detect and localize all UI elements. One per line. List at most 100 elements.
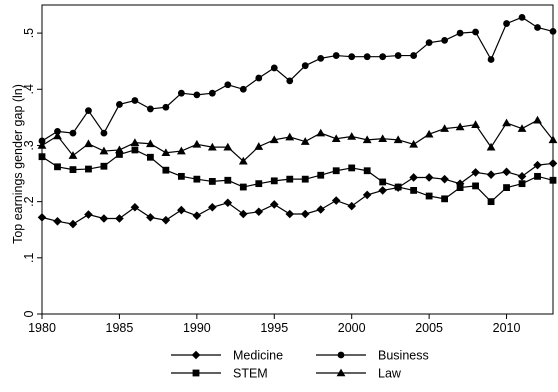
data-point [332,52,340,59]
y-tick-label: .4 [22,84,36,94]
legend-item-stem: STEM [171,367,268,381]
data-point [130,202,140,212]
data-point [285,209,295,219]
chart-axes: 1980 1985 1990 1995 2000 2005 2010 0 .1 .2 .3 .4 .5 [22,4,554,335]
data-point [409,139,419,148]
data-point [548,159,558,168]
data-point [337,351,345,359]
data-point [300,137,310,145]
data-point [549,176,557,184]
data-point [409,173,418,182]
data-point [534,172,541,180]
data-point [192,369,200,377]
data-point [146,213,155,222]
data-point [208,89,216,97]
data-point [518,13,526,21]
x-tick-label: 1985 [106,321,134,335]
data-point [223,142,233,151]
data-point [378,134,388,143]
data-point [69,166,77,174]
data-point [348,53,356,61]
series-line [41,119,554,163]
data-point [331,134,341,143]
data-point [68,151,78,159]
data-point [502,118,511,127]
data-point [471,168,480,177]
data-point [176,146,186,155]
y-tick-label: .5 [22,28,36,38]
data-point [53,217,62,226]
y-tick-label: 0 [22,310,36,317]
data-point [424,173,434,182]
data-point [487,198,495,206]
data-point [177,89,185,97]
data-point [455,122,465,131]
x-tick-label: 2010 [493,321,521,335]
data-point [394,52,402,59]
data-point [85,107,92,115]
data-point [191,350,201,360]
data-point [363,53,371,61]
series-line [41,162,554,225]
data-point [255,180,263,188]
legend-label: Law [378,367,402,381]
legend-item-law: Law [316,367,402,381]
data-point [332,167,340,175]
y-tick-label: .2 [22,196,36,206]
data-point [224,176,232,184]
data-point [238,156,248,165]
data-point [100,162,108,170]
data-point [162,103,170,111]
data-point [162,166,170,174]
data-point [517,124,527,132]
data-point [347,132,357,140]
data-point [54,163,61,171]
legend-label: Business [378,349,429,363]
data-point [177,205,186,215]
legend-item-medicine: Medicine [171,349,283,363]
data-point [393,135,403,144]
data-point [116,151,123,158]
x-tick-label: 1980 [28,321,56,335]
data-point [518,180,526,188]
series-line [41,16,554,142]
legend-label: STEM [233,367,268,381]
data-point [99,214,109,223]
data-point [456,29,464,37]
data-point [208,178,216,185]
data-point [38,137,46,145]
data-point [486,142,496,151]
data-point [69,129,77,137]
data-point [486,170,496,179]
data-point [378,186,387,195]
data-point [286,175,294,183]
data-point [379,53,387,61]
data-point [487,56,495,63]
data-point [193,91,201,99]
data-point [410,187,418,194]
x-tick-label: 1995 [260,321,288,335]
data-point [84,139,93,148]
plot-frame [41,4,554,315]
data-point [286,77,294,85]
y-tick-label: .1 [22,253,36,263]
data-point [224,81,232,89]
data-point [145,139,155,148]
data-point [517,172,527,181]
data-point [192,211,202,220]
data-point [131,146,139,154]
data-point [425,39,433,47]
data-point [161,148,171,157]
data-point [502,167,511,177]
data-point [533,115,542,124]
data-point [300,209,310,219]
data-point [348,164,356,172]
data-point [285,132,295,141]
data-point [270,177,278,185]
data-point [440,174,449,184]
series-stem [38,146,557,206]
data-point [223,198,233,208]
data-point [347,201,356,211]
data-point [53,131,62,140]
